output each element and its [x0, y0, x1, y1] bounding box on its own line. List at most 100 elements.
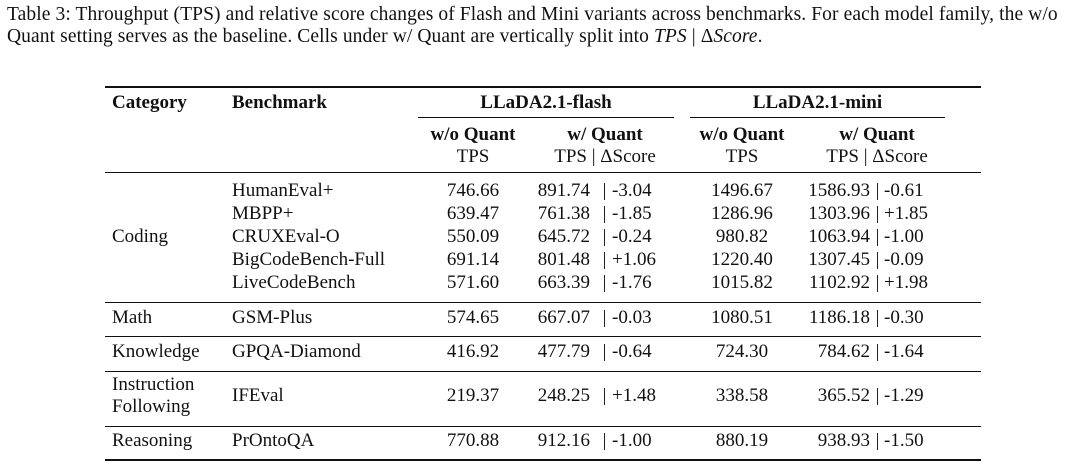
- mini-w-tps: 1063.94: [808, 226, 870, 247]
- caption-score: Score: [713, 26, 758, 47]
- mini-split-bar: [877, 183, 878, 200]
- flash-split-bar: [604, 275, 605, 292]
- flash-cmidrule: [418, 117, 674, 118]
- group-rule-3: [105, 371, 981, 372]
- mini-w-tps: 1586.93: [808, 180, 870, 201]
- mini-w-tps: 938.93: [817, 430, 870, 451]
- flash-wo-tps: 770.88: [446, 430, 500, 451]
- benchmark-name: HumanEval+: [232, 180, 334, 201]
- flash-wo-tps: 574.65: [446, 307, 500, 328]
- mini-w-tps: 1303.96: [808, 203, 870, 224]
- flash-wo-tps: 219.37: [446, 385, 500, 406]
- mini-w-delta: +1.85: [884, 203, 928, 224]
- header-mini-w: w/ Quant: [839, 124, 915, 145]
- header-flash-w-tps: TPS | ΔScore: [554, 146, 656, 167]
- flash-split-bar: [604, 206, 605, 223]
- flash-split-bar: [604, 310, 605, 327]
- caption-tps: TPS: [653, 26, 687, 47]
- mini-w-delta: -1.50: [884, 430, 924, 451]
- flash-split-bar: [604, 229, 605, 246]
- mini-wo-tps: 724.30: [715, 341, 769, 362]
- flash-split-bar: [604, 388, 605, 405]
- flash-w-delta: -3.04: [612, 180, 652, 201]
- mini-wo-tps: 338.58: [715, 385, 769, 406]
- flash-wo-tps: 691.14: [446, 249, 500, 270]
- caption-end: .: [757, 26, 763, 47]
- flash-w-delta: -1.76: [612, 272, 652, 293]
- flash-w-tps: 801.48: [537, 249, 590, 270]
- mini-split-bar: [877, 433, 878, 450]
- flash-w-delta: -0.64: [612, 341, 652, 362]
- flash-split-bar: [604, 344, 605, 361]
- header-flash: LLaDA2.1-flash: [480, 92, 612, 113]
- mini-w-delta: +1.98: [884, 272, 928, 293]
- mini-wo-tps: 1286.96: [711, 203, 773, 224]
- mini-split-bar: [877, 388, 878, 405]
- mini-wo-tps: 880.19: [715, 430, 769, 451]
- table-caption: Table 3: Throughput (TPS) and relative s…: [7, 4, 1075, 48]
- header-flash-w: w/ Quant: [567, 124, 643, 145]
- header-benchmark: Benchmark: [232, 92, 327, 113]
- flash-w-tps: 663.39: [537, 272, 590, 293]
- benchmark-name: MBPP+: [232, 203, 294, 224]
- flash-w-tps: 912.16: [537, 430, 590, 451]
- mini-split-bar: [877, 229, 878, 246]
- category-label: Math: [112, 307, 153, 328]
- mini-w-delta: -1.00: [884, 226, 924, 247]
- mini-cmidrule: [690, 117, 945, 118]
- flash-w-delta: -0.24: [612, 226, 652, 247]
- flash-split-bar: [604, 183, 605, 200]
- flash-w-delta: +1.06: [612, 249, 656, 270]
- mini-split-bar: [877, 275, 878, 292]
- flash-wo-tps: 416.92: [446, 341, 500, 362]
- flash-w-tps: 645.72: [537, 226, 590, 247]
- header-mini-wo: w/o Quant: [699, 124, 785, 145]
- flash-w-tps: 891.74: [537, 180, 590, 201]
- caption-label: Table 3:: [7, 4, 71, 25]
- flash-w-delta: -1.85: [612, 203, 652, 224]
- group-rule-1: [105, 302, 981, 303]
- mini-w-tps: 1307.45: [808, 249, 870, 270]
- benchmark-name: GPQA-Diamond: [232, 341, 361, 362]
- top-rule: [105, 86, 981, 88]
- header-flash-wo: w/o Quant: [430, 124, 516, 145]
- mini-split-bar: [877, 310, 878, 327]
- bottom-rule: [105, 459, 981, 461]
- group-rule-2: [105, 336, 981, 337]
- benchmark-name: PrOntoQA: [232, 430, 315, 451]
- flash-wo-tps: 571.60: [446, 272, 500, 293]
- header-mini-w-tps: TPS | ΔScore: [826, 146, 928, 167]
- flash-wo-tps: 746.66: [446, 180, 500, 201]
- header-mini-wo-tps: TPS: [725, 146, 759, 167]
- mini-wo-tps: 1220.40: [711, 249, 773, 270]
- mini-w-delta: -1.64: [884, 341, 924, 362]
- flash-w-delta: +1.48: [612, 385, 656, 406]
- benchmark-name: IFEval: [232, 385, 284, 406]
- mini-wo-tps: 1080.51: [711, 307, 773, 328]
- mini-w-tps: 365.52: [817, 385, 870, 406]
- mini-w-tps: 1102.92: [808, 272, 870, 293]
- caption-sep: | Δ: [686, 26, 714, 47]
- group-rule-4: [105, 426, 981, 427]
- benchmark-name: CRUXEval-O: [232, 226, 340, 247]
- benchmark-name: LiveCodeBench: [232, 272, 356, 293]
- category-label-line1: Instruction: [112, 374, 195, 395]
- flash-wo-tps: 550.09: [446, 226, 500, 247]
- category-label: Reasoning: [112, 430, 193, 451]
- flash-w-delta: -1.00: [612, 430, 652, 451]
- flash-wo-tps: 639.47: [446, 203, 500, 224]
- header-mini: LLaDA2.1-mini: [752, 92, 883, 113]
- mini-wo-tps: 1015.82: [711, 272, 773, 293]
- flash-w-tps: 667.07: [537, 307, 590, 328]
- mini-w-delta: -0.61: [884, 180, 924, 201]
- header-category: Category: [112, 92, 187, 113]
- caption-text: Throughput (TPS) and relative score chan…: [7, 4, 1058, 47]
- flash-split-bar: [604, 252, 605, 269]
- header-flash-wo-tps: TPS: [456, 146, 490, 167]
- mini-w-delta: -1.29: [884, 385, 924, 406]
- flash-w-tps: 761.38: [537, 203, 590, 224]
- flash-split-bar: [604, 433, 605, 450]
- mini-w-delta: -0.30: [884, 307, 924, 328]
- header-rule: [105, 172, 981, 173]
- mini-wo-tps: 1496.67: [711, 180, 773, 201]
